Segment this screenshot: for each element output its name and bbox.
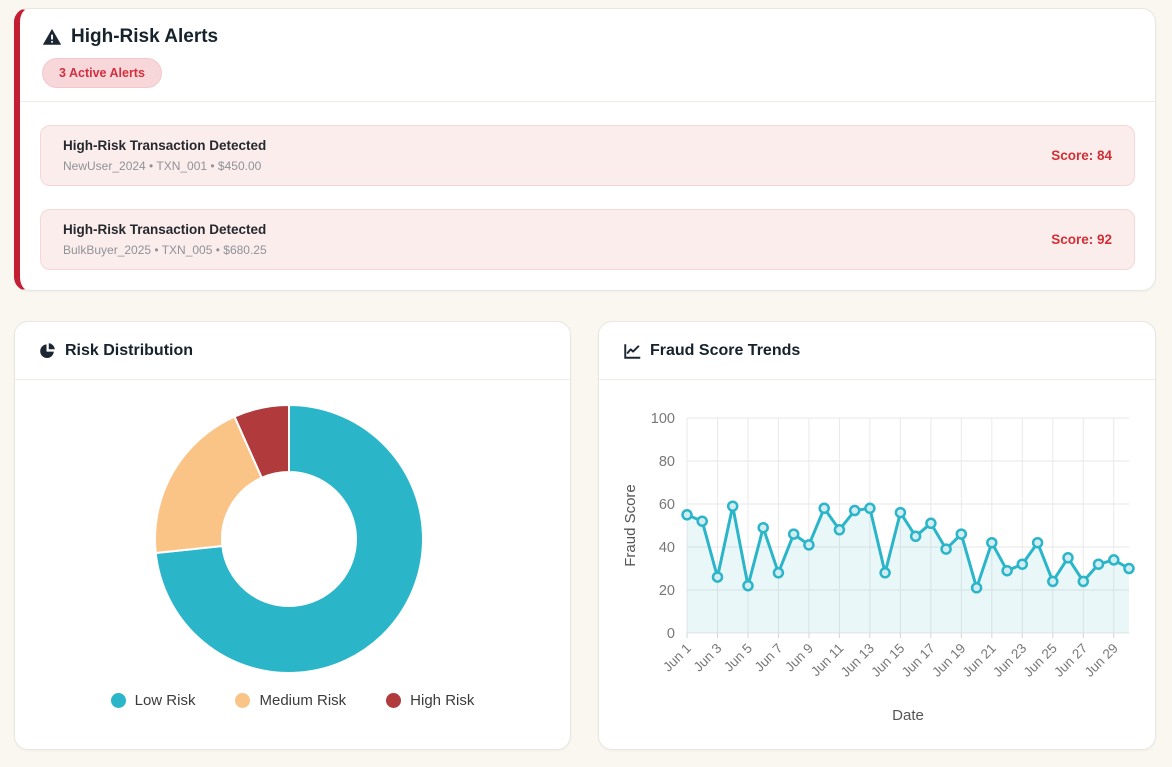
data-point[interactable]	[955, 528, 968, 540]
data-point[interactable]	[818, 502, 830, 515]
donut-legend: Low Risk Medium Risk High Risk	[15, 692, 570, 709]
data-point[interactable]	[742, 579, 754, 592]
x-tick-label: Jun 3	[691, 641, 725, 675]
data-point[interactable]	[848, 504, 861, 517]
data-point[interactable]	[757, 521, 769, 534]
data-point[interactable]	[894, 506, 907, 519]
data-point[interactable]	[1077, 575, 1090, 588]
y-tick-label: 80	[659, 454, 675, 470]
data-point[interactable]	[940, 543, 952, 555]
legend-swatch-medium-risk	[235, 693, 251, 708]
data-point[interactable]	[681, 509, 693, 521]
legend-item-high-risk[interactable]: High Risk	[386, 692, 474, 709]
data-point[interactable]	[970, 582, 983, 594]
risk-chart-body: Low Risk Medium Risk High Risk	[15, 380, 570, 709]
data-point[interactable]	[711, 571, 724, 583]
x-tick-label: Jun 15	[868, 641, 907, 680]
data-point[interactable]	[726, 500, 739, 512]
data-point[interactable]	[696, 515, 708, 527]
alert-meta: BulkBuyer_2025 • TXN_005 • $680.25	[63, 243, 267, 257]
warning-icon	[42, 27, 62, 47]
alert-title: High-Risk Transaction Detected	[63, 138, 267, 153]
risk-card-header: Risk Distribution	[15, 322, 570, 380]
data-point[interactable]	[879, 567, 891, 579]
data-point[interactable]	[1062, 552, 1074, 564]
data-point[interactable]	[833, 524, 846, 536]
alert-score: Score: 92	[1051, 232, 1112, 247]
legend-item-medium-risk[interactable]: Medium Risk	[235, 692, 346, 709]
trends-chart-body: 0 20 40 60 80 100 Jun 1 Jun 3 Jun 5 Jun 7 Jun 9 Jun…	[599, 380, 1155, 751]
legend-label: Low Risk	[134, 692, 196, 709]
y-tick-label: 0	[667, 626, 675, 642]
data-point[interactable]	[1123, 562, 1135, 575]
data-point[interactable]	[1016, 558, 1029, 570]
pie-chart-icon	[39, 342, 56, 359]
alerts-card-title: High-Risk Alerts	[71, 26, 219, 47]
x-tick-label: Jun 19	[929, 641, 968, 680]
data-point[interactable]	[986, 536, 998, 549]
data-point[interactable]	[1092, 558, 1105, 570]
donut-slice-low-risk[interactable]	[154, 403, 424, 674]
x-tick-label: Jun 17	[899, 641, 938, 680]
legend-item-low-risk[interactable]: Low Risk	[110, 692, 196, 709]
y-axis-title: Fraud Score	[622, 484, 639, 567]
data-point[interactable]	[1031, 536, 1044, 549]
alert-title: High-Risk Transaction Detected	[63, 222, 267, 237]
data-point[interactable]	[909, 530, 922, 543]
x-tick-label: Jun 5	[721, 641, 755, 675]
y-tick-label: 40	[659, 540, 675, 556]
x-tick-label: Jun 7	[752, 641, 786, 675]
x-tick-label: Jun 1	[660, 641, 694, 675]
alert-item[interactable]: High-Risk Transaction Detected NewUser_2…	[40, 125, 1135, 186]
data-point[interactable]	[1047, 575, 1059, 588]
x-tick-label: Jun 29	[1082, 641, 1121, 680]
y-tick-label: 20	[659, 583, 675, 599]
alert-meta: NewUser_2024 • TXN_001 • $450.00	[63, 159, 262, 173]
alert-score: Score: 84	[1051, 148, 1112, 163]
fraud-score-trends-card: Fraud Score Trends 0 20 40 60 80 100 Jun 1 Jun …	[598, 321, 1156, 750]
x-tick-label: Jun 25	[1021, 641, 1060, 680]
data-point[interactable]	[1108, 554, 1120, 566]
alerts-list: High-Risk Transaction Detected NewUser_2…	[20, 102, 1155, 296]
active-alerts-badge: 3 Active Alerts	[42, 58, 162, 88]
data-point[interactable]	[787, 528, 800, 540]
legend-swatch-low-risk	[110, 693, 126, 708]
donut-slice-high-risk[interactable]	[233, 403, 290, 480]
data-point[interactable]	[864, 502, 876, 515]
x-tick-label: Jun 21	[960, 641, 999, 680]
y-tick-label: 60	[659, 497, 675, 513]
x-tick-label: Jun 27	[1051, 641, 1090, 680]
legend-label: High Risk	[410, 692, 475, 709]
trends-card-header: Fraud Score Trends	[599, 322, 1155, 380]
y-tick-label: 100	[651, 411, 675, 427]
risk-distribution-card: Risk Distribution Low Risk Medium Risk Hig…	[14, 321, 571, 750]
legend-label: Medium Risk	[259, 692, 347, 709]
legend-swatch-high-risk	[386, 693, 402, 708]
x-tick-label: Jun 13	[838, 641, 877, 680]
data-point[interactable]	[803, 539, 815, 551]
data-point[interactable]	[772, 567, 785, 579]
donut-slice-medium-risk[interactable]	[154, 415, 264, 555]
alerts-header: High-Risk Alerts 3 Active Alerts	[20, 9, 1155, 102]
alert-item[interactable]: High-Risk Transaction Detected BulkBuyer…	[40, 209, 1135, 270]
x-axis-title: Date	[892, 707, 924, 724]
donut-chart[interactable]	[15, 380, 572, 680]
data-point[interactable]	[925, 517, 937, 530]
high-risk-alerts-card: High-Risk Alerts 3 Active Alerts High-Ri…	[14, 8, 1156, 291]
x-tick-label: Jun 23	[990, 641, 1029, 680]
line-chart-icon	[623, 342, 641, 360]
risk-card-title: Risk Distribution	[65, 341, 194, 359]
data-point[interactable]	[1001, 564, 1013, 577]
trends-card-title: Fraud Score Trends	[650, 341, 801, 359]
